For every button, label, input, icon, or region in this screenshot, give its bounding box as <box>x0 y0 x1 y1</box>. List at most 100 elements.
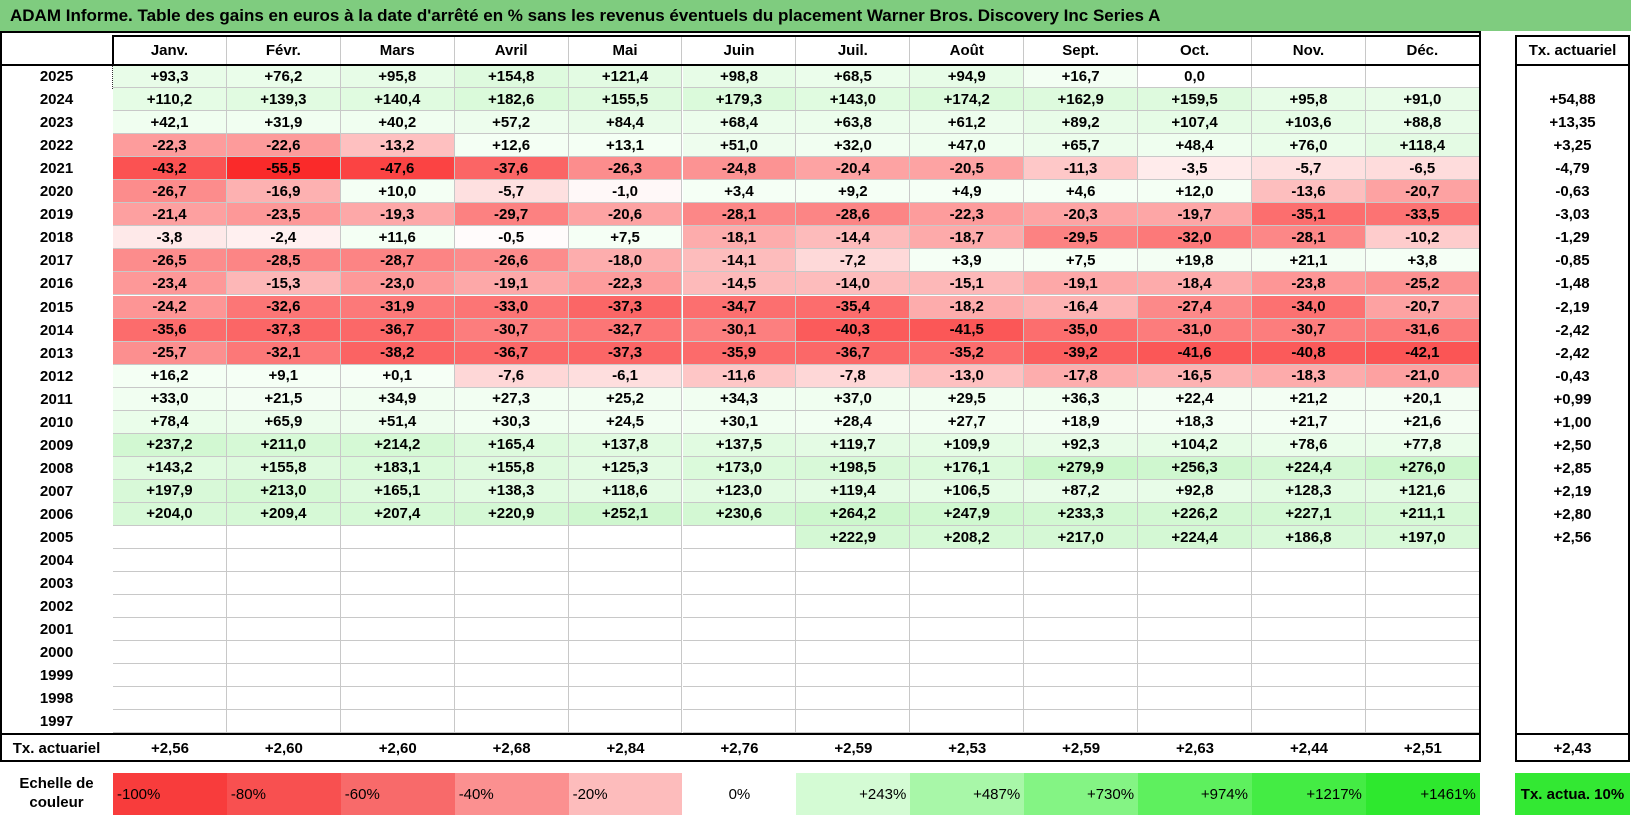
table-cell[interactable] <box>454 664 569 688</box>
table-cell[interactable] <box>796 595 911 619</box>
table-cell[interactable]: +176,1 <box>910 456 1025 480</box>
table-cell[interactable]: +0,1 <box>340 364 455 388</box>
table-cell[interactable]: +42,1 <box>113 111 227 135</box>
table-cell[interactable] <box>568 618 683 642</box>
table-cell[interactable]: +31,9 <box>226 111 341 135</box>
table-cell[interactable]: -26,6 <box>454 249 569 273</box>
table-cell[interactable]: -39,2 <box>1024 341 1139 365</box>
table-cell[interactable]: +12,0 <box>1138 180 1252 204</box>
table-cell[interactable]: +211,0 <box>226 433 341 457</box>
table-cell[interactable] <box>568 549 683 573</box>
table-cell[interactable]: -32,0 <box>1138 226 1252 250</box>
table-cell[interactable]: -23,0 <box>340 272 455 296</box>
table-cell[interactable]: -32,1 <box>226 341 341 365</box>
table-cell[interactable]: -33,0 <box>454 295 569 319</box>
table-cell[interactable]: +21,5 <box>226 387 341 411</box>
table-cell[interactable]: +27,3 <box>454 387 569 411</box>
table-cell[interactable] <box>1365 687 1480 711</box>
table-cell[interactable] <box>340 641 455 665</box>
table-cell[interactable] <box>113 710 227 734</box>
table-cell[interactable]: +204,0 <box>113 502 227 526</box>
table-cell[interactable]: +51,0 <box>682 134 797 158</box>
table-cell[interactable]: -31,0 <box>1138 318 1252 342</box>
table-cell[interactable]: +155,8 <box>226 456 341 480</box>
table-cell[interactable]: +256,3 <box>1138 456 1252 480</box>
table-cell[interactable]: +143,0 <box>796 88 911 112</box>
table-cell[interactable]: +174,2 <box>910 88 1025 112</box>
table-cell[interactable]: -3,5 <box>1138 157 1252 181</box>
table-cell[interactable]: +13,1 <box>568 134 683 158</box>
table-cell[interactable]: +186,8 <box>1252 526 1366 550</box>
table-cell[interactable]: +230,6 <box>682 502 797 526</box>
table-cell[interactable]: +48,4 <box>1138 134 1252 158</box>
table-cell[interactable]: +224,4 <box>1138 526 1252 550</box>
table-cell[interactable]: -31,9 <box>340 295 455 319</box>
table-cell[interactable]: -24,8 <box>682 157 797 181</box>
table-cell[interactable]: +139,3 <box>226 88 341 112</box>
table-cell[interactable] <box>682 572 797 596</box>
table-cell[interactable]: +47,0 <box>910 134 1025 158</box>
table-cell[interactable] <box>1252 65 1366 89</box>
table-cell[interactable]: +95,8 <box>340 65 455 89</box>
table-cell[interactable]: -30,7 <box>1252 318 1366 342</box>
table-cell[interactable]: -18,0 <box>568 249 683 273</box>
table-cell[interactable]: -11,6 <box>682 364 797 388</box>
table-cell[interactable]: +12,6 <box>454 134 569 158</box>
table-cell[interactable] <box>113 595 227 619</box>
table-cell[interactable]: -5,7 <box>1252 157 1366 181</box>
table-cell[interactable]: +9,2 <box>796 180 911 204</box>
table-cell[interactable] <box>1138 664 1252 688</box>
table-cell[interactable]: +34,9 <box>340 387 455 411</box>
table-cell[interactable] <box>910 572 1025 596</box>
table-cell[interactable] <box>340 618 455 642</box>
table-cell[interactable]: +197,0 <box>1365 526 1480 550</box>
table-cell[interactable] <box>454 641 569 665</box>
table-cell[interactable]: +32,0 <box>796 134 911 158</box>
table-cell[interactable]: +18,3 <box>1138 410 1252 434</box>
table-cell[interactable]: +165,4 <box>454 433 569 457</box>
table-cell[interactable]: +98,8 <box>682 65 797 89</box>
table-cell[interactable] <box>682 710 797 734</box>
table-cell[interactable]: -37,3 <box>226 318 341 342</box>
table-cell[interactable]: +24,5 <box>568 410 683 434</box>
table-cell[interactable]: +222,9 <box>796 526 911 550</box>
table-cell[interactable]: -19,7 <box>1138 203 1252 227</box>
table-cell[interactable]: +224,4 <box>1252 456 1366 480</box>
table-cell[interactable]: -23,5 <box>226 203 341 227</box>
table-cell[interactable]: +92,8 <box>1138 479 1252 503</box>
table-cell[interactable]: -22,6 <box>226 134 341 158</box>
table-cell[interactable]: +252,1 <box>568 502 683 526</box>
table-cell[interactable] <box>226 618 341 642</box>
table-cell[interactable]: -40,8 <box>1252 341 1366 365</box>
table-cell[interactable]: -16,4 <box>1024 295 1139 319</box>
table-cell[interactable]: +33,0 <box>113 387 227 411</box>
table-cell[interactable] <box>910 664 1025 688</box>
table-cell[interactable]: +21,1 <box>1252 249 1366 273</box>
table-cell[interactable]: -22,3 <box>910 203 1025 227</box>
table-cell[interactable]: +207,4 <box>340 502 455 526</box>
table-cell[interactable]: -31,6 <box>1365 318 1480 342</box>
table-cell[interactable]: -19,1 <box>1024 272 1139 296</box>
table-cell[interactable]: -24,2 <box>113 295 227 319</box>
table-cell[interactable]: +179,3 <box>682 88 797 112</box>
table-cell[interactable] <box>1138 641 1252 665</box>
table-cell[interactable]: +162,9 <box>1024 88 1139 112</box>
table-cell[interactable]: +143,2 <box>113 456 227 480</box>
table-cell[interactable] <box>682 641 797 665</box>
table-cell[interactable]: -19,3 <box>340 203 455 227</box>
table-cell[interactable]: +154,8 <box>454 65 569 89</box>
table-cell[interactable] <box>910 687 1025 711</box>
table-cell[interactable]: +121,6 <box>1365 479 1480 503</box>
table-cell[interactable]: +10,0 <box>340 180 455 204</box>
table-cell[interactable]: +182,6 <box>454 88 569 112</box>
table-cell[interactable]: -21,4 <box>113 203 227 227</box>
table-cell[interactable] <box>226 526 341 550</box>
table-cell[interactable]: +247,9 <box>910 502 1025 526</box>
table-cell[interactable]: -36,7 <box>454 341 569 365</box>
table-cell[interactable]: +37,0 <box>796 387 911 411</box>
table-cell[interactable] <box>682 618 797 642</box>
table-cell[interactable]: -30,1 <box>682 318 797 342</box>
table-cell[interactable] <box>1365 65 1480 89</box>
table-cell[interactable] <box>226 710 341 734</box>
table-cell[interactable] <box>340 595 455 619</box>
